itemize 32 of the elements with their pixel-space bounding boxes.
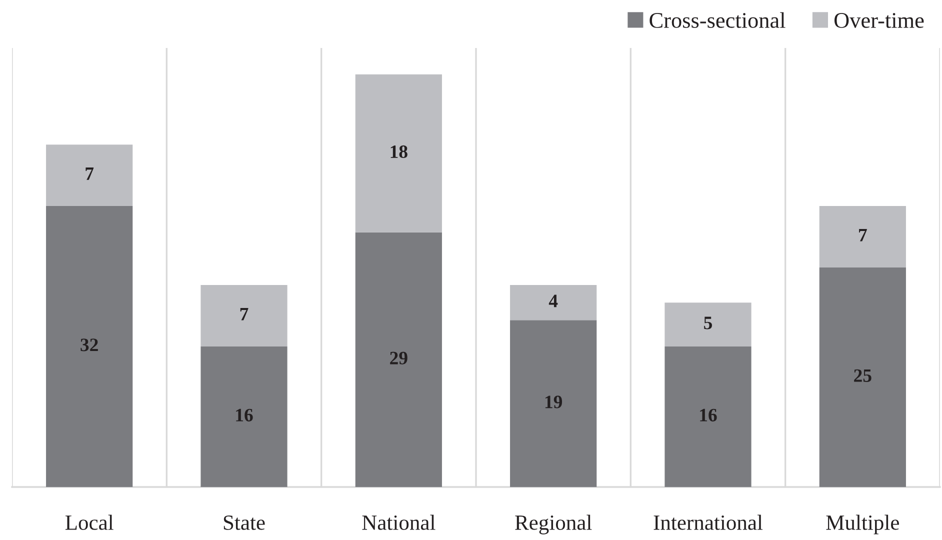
bar <box>664 346 752 487</box>
x-tick-label: Regional <box>515 514 592 534</box>
x-tick-label: International <box>654 514 763 530</box>
bar <box>819 206 906 268</box>
bar <box>510 285 597 320</box>
data-label: 19 <box>545 396 562 408</box>
data-label: 18 <box>390 145 408 158</box>
data-label: 29 <box>390 352 408 364</box>
data-label: 7 <box>859 229 867 242</box>
bar <box>355 74 442 232</box>
data-label: 32 <box>80 338 98 352</box>
legend-label: Cross-sectional <box>650 12 786 28</box>
data-label: 7 <box>240 308 248 320</box>
x-tick-label: State <box>224 515 265 530</box>
legend-label: Over-time <box>834 12 924 28</box>
bar <box>46 144 133 206</box>
bar <box>355 232 442 487</box>
bar <box>46 206 133 487</box>
bar <box>200 285 288 347</box>
data-label: 16 <box>700 408 717 422</box>
data-label: 25 <box>854 369 872 382</box>
bar <box>819 268 906 487</box>
bar <box>664 302 752 347</box>
data-label: 16 <box>236 408 253 422</box>
data-label: 4 <box>548 294 558 308</box>
x-tick-label: National <box>362 514 436 530</box>
x-tick-label: Multiple <box>826 514 899 534</box>
bar <box>200 346 288 487</box>
data-label: 7 <box>86 168 94 180</box>
x-tick-label: Local <box>65 514 114 530</box>
data-label: 5 <box>704 316 712 330</box>
bar <box>510 320 597 487</box>
